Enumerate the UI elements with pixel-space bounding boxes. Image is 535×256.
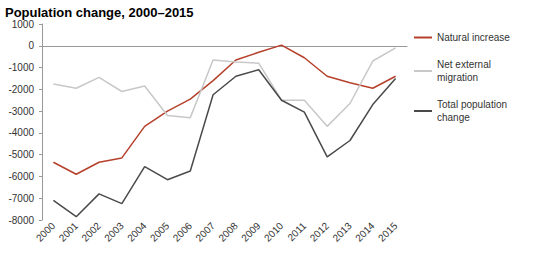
svg-text:-8000: -8000 [8,215,34,226]
svg-text:2013: 2013 [330,220,354,244]
svg-text:2007: 2007 [193,220,217,244]
svg-text:-3000: -3000 [8,106,34,117]
svg-text:2010: 2010 [262,220,286,244]
svg-text:-1000: -1000 [8,62,34,73]
svg-text:2005: 2005 [148,220,172,244]
svg-text:change: change [437,112,470,123]
svg-text:migration: migration [437,72,478,83]
svg-text:2015: 2015 [376,220,400,244]
svg-text:0: 0 [28,40,34,51]
svg-text:2012: 2012 [308,220,332,244]
svg-text:2008: 2008 [216,220,240,244]
svg-text:1000: 1000 [12,19,35,30]
svg-text:2014: 2014 [353,220,377,244]
svg-text:-7000: -7000 [8,193,34,204]
svg-text:2006: 2006 [171,220,195,244]
svg-text:2000: 2000 [34,220,58,244]
svg-text:-6000: -6000 [8,171,34,182]
svg-text:-4000: -4000 [8,127,34,138]
svg-text:Population change, 2000–2015: Population change, 2000–2015 [5,5,194,20]
svg-text:2011: 2011 [285,220,308,243]
svg-text:Natural increase: Natural increase [437,32,510,43]
svg-text:2004: 2004 [125,220,149,244]
svg-text:2001: 2001 [57,220,81,244]
svg-text:Net external: Net external [437,59,494,70]
svg-text:2002: 2002 [79,220,103,244]
svg-text:2003: 2003 [102,220,126,244]
svg-text:Total population: Total population [437,99,510,110]
svg-text:-2000: -2000 [8,84,34,95]
svg-text:-5000: -5000 [8,149,34,160]
svg-text:2009: 2009 [239,220,263,244]
